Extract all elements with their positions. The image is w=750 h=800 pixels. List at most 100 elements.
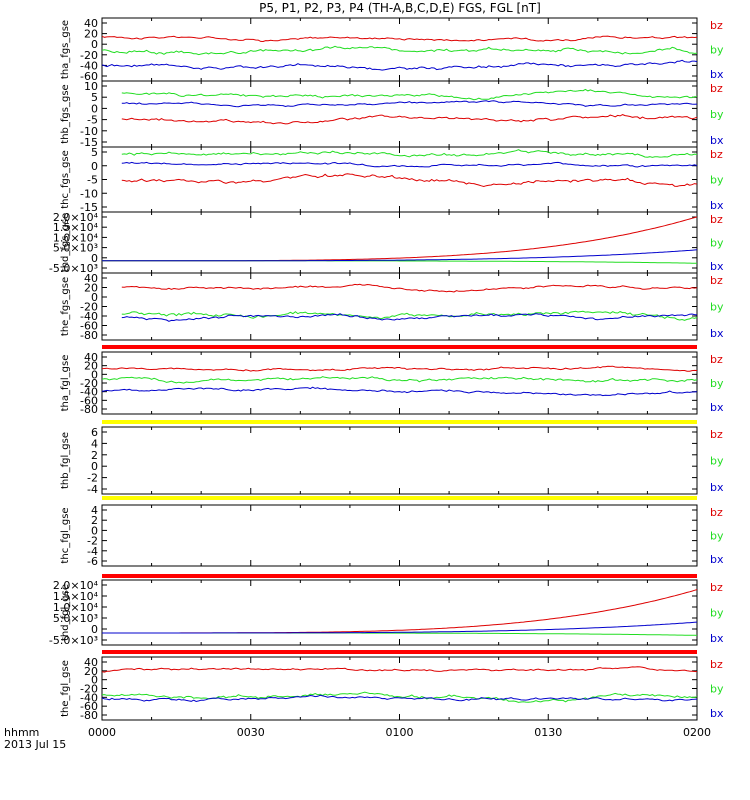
panel-frame (101, 579, 698, 646)
legend-bz: bz (710, 581, 723, 594)
legend-bx: bx (710, 553, 724, 566)
legend-bx: bx (710, 707, 724, 720)
y-tick-label: 20 (84, 665, 98, 678)
panel-frame (101, 656, 698, 721)
x-tick-label: 0000 (88, 726, 116, 739)
y-tick-label: 0 (91, 623, 98, 636)
y-axis-label: tha_fgl_gse (60, 355, 71, 412)
plot-title: P5, P1, P2, P3, P4 (TH-A,B,C,D,E) FGS, F… (259, 1, 541, 15)
y-tick-label: -60 (80, 394, 98, 407)
y-tick-label: 0 (91, 38, 98, 51)
series-bx (101, 694, 698, 703)
y-tick-label: -6 (87, 555, 98, 568)
x-axis-label-hhmm: hhmm (4, 726, 39, 739)
legend-by: by (710, 108, 724, 121)
legend-bz: bz (710, 506, 723, 519)
y-tick-label: 4 (91, 504, 98, 517)
y-tick-label: 40 (84, 272, 98, 285)
y-tick-label: 5 (91, 91, 98, 104)
panel-frame (101, 17, 698, 82)
y-axis-label: thb_fgl_gse (60, 432, 71, 489)
legend-by: by (710, 377, 724, 390)
y-tick-label: -60 (80, 320, 98, 333)
legend-bz: bz (710, 213, 723, 226)
x-tick-label: 0200 (683, 726, 711, 739)
series-bx (102, 249, 698, 262)
y-tick-label: 2 (91, 449, 98, 462)
panel-frame (101, 504, 698, 567)
series-bz (121, 114, 698, 125)
panel-thc_fgs_gse: 50-5-10-15 thc_fgs_gse bz by bx (60, 146, 724, 214)
legend-bz: bz (710, 148, 723, 161)
legend-bx: bx (710, 401, 724, 414)
y-tick-label: -15 (80, 201, 98, 214)
y-tick-label: 20 (84, 282, 98, 295)
y-tick-label: 1.5×10⁴ (53, 590, 99, 603)
panel-thd_fgs_gse: 2.0×10⁴1.5×10⁴1.0×10⁴5.0×10³0-5.0×10³thd… (49, 211, 724, 275)
y-tick-label: -10 (80, 125, 98, 138)
legend-by: by (710, 530, 724, 543)
legend-by: by (710, 607, 724, 620)
legend-by: by (710, 237, 724, 250)
y-tick-label: 40 (84, 351, 98, 364)
y-tick-label: -5.0×10³ (49, 634, 98, 647)
y-tick-label: -40 (80, 691, 98, 704)
y-tick-label: -20 (80, 301, 98, 314)
legend-bx: bx (710, 260, 724, 273)
panel-thd_fgl_gse: 2.0×10⁴1.5×10⁴1.0×10⁴5.0×10³0-5.0×10³thd… (49, 579, 724, 647)
y-axis-label: thc_fgl_gse (60, 507, 71, 563)
legend-bx: bx (710, 481, 724, 494)
y-tick-label: 40 (84, 17, 98, 30)
series-by (121, 149, 698, 158)
y-tick-label: -20 (80, 49, 98, 62)
series-bx (101, 386, 698, 397)
y-tick-label: -80 (80, 329, 98, 342)
y-tick-label: 0 (91, 674, 98, 687)
legend-bz: bz (710, 82, 723, 95)
series-bz (101, 35, 698, 43)
series-by (101, 376, 698, 384)
y-tick-label: -15 (80, 136, 98, 149)
panel-frame (101, 80, 698, 148)
y-axis-label: the_fgl_gse (60, 660, 71, 717)
panel-frame (101, 211, 698, 274)
y-tick-label: -2 (87, 535, 98, 548)
y-axis-label: tha_fgs_gse (60, 20, 71, 79)
legend-bz: bz (710, 658, 723, 671)
series-bz (102, 216, 698, 262)
legend-bx: bx (710, 199, 724, 212)
y-tick-label: -60 (80, 700, 98, 713)
legend-bx: bx (710, 327, 724, 340)
series-by (101, 45, 698, 56)
legend-by: by (710, 683, 724, 696)
y-tick-label: 1.0×10⁴ (53, 231, 99, 244)
y-tick-label: 1.0×10⁴ (53, 601, 99, 614)
y-tick-label: 4 (91, 437, 98, 450)
y-tick-label: -5.0×10³ (49, 262, 98, 275)
x-tick-label: 0030 (237, 726, 265, 739)
y-tick-label: -60 (80, 70, 98, 83)
series-by (101, 691, 698, 703)
y-tick-label: 40 (84, 656, 98, 669)
y-tick-label: 20 (84, 360, 98, 373)
y-tick-label: 5.0×10³ (53, 612, 98, 625)
status-bar (102, 574, 697, 578)
y-tick-label: 10 (84, 80, 98, 93)
y-tick-label: 0 (91, 160, 98, 173)
y-tick-label: -5 (87, 114, 98, 127)
series-bz (101, 666, 698, 673)
y-tick-label: 6 (91, 426, 98, 439)
series-bx (121, 161, 698, 168)
y-tick-label: -20 (80, 377, 98, 390)
y-tick-label: -10 (80, 187, 98, 200)
series-bz (101, 365, 698, 372)
legend-by: by (710, 44, 724, 57)
y-axis-label: thb_fgs_gse (60, 84, 71, 143)
status-bar (102, 496, 697, 500)
y-tick-label: 0 (91, 460, 98, 473)
